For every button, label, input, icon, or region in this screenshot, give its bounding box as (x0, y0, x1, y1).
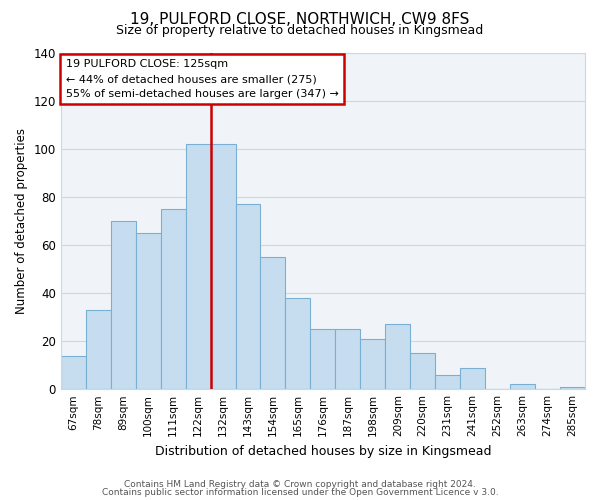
Bar (410, 353, 435, 389)
Bar (385, 324, 410, 389)
Bar (61, 356, 86, 389)
Text: Size of property relative to detached houses in Kingsmead: Size of property relative to detached ho… (116, 24, 484, 37)
Bar (236, 204, 260, 389)
Bar (560, 387, 585, 389)
Bar (310, 329, 335, 389)
Bar (111, 221, 136, 389)
Bar (136, 233, 161, 389)
Bar (260, 257, 286, 389)
Bar (460, 368, 485, 389)
Y-axis label: Number of detached properties: Number of detached properties (15, 128, 28, 314)
Bar (435, 375, 460, 389)
Bar (335, 329, 361, 389)
Bar (211, 144, 236, 389)
Text: 19, PULFORD CLOSE, NORTHWICH, CW9 8FS: 19, PULFORD CLOSE, NORTHWICH, CW9 8FS (130, 12, 470, 28)
Text: 19 PULFORD CLOSE: 125sqm
← 44% of detached houses are smaller (275)
55% of semi-: 19 PULFORD CLOSE: 125sqm ← 44% of detach… (66, 59, 339, 99)
Text: Contains public sector information licensed under the Open Government Licence v : Contains public sector information licen… (101, 488, 499, 497)
Bar (286, 298, 310, 389)
Bar (86, 310, 111, 389)
Bar (185, 144, 211, 389)
Bar (361, 338, 385, 389)
Bar (161, 209, 185, 389)
X-axis label: Distribution of detached houses by size in Kingsmead: Distribution of detached houses by size … (155, 444, 491, 458)
Text: Contains HM Land Registry data © Crown copyright and database right 2024.: Contains HM Land Registry data © Crown c… (124, 480, 476, 489)
Bar (510, 384, 535, 389)
